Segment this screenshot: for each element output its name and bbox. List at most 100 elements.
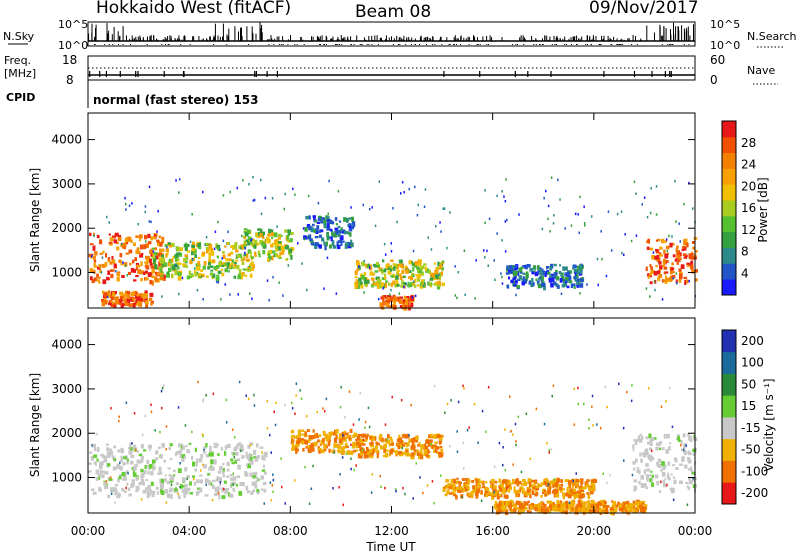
- data-cell: [150, 403, 152, 406]
- data-cell: [216, 255, 220, 259]
- data-cell: [274, 239, 278, 244]
- data-cell: [316, 221, 321, 224]
- data-cell: [208, 243, 213, 249]
- velocity-y-label: Slant Range [km]: [28, 373, 42, 477]
- data-cell: [216, 244, 221, 250]
- data-cell: [88, 470, 92, 473]
- freq-mark: [633, 71, 636, 77]
- data-cell: [524, 279, 527, 282]
- data-cell: [294, 412, 296, 415]
- data-cell: [649, 264, 652, 268]
- data-cell: [110, 295, 115, 300]
- data-cell: [398, 273, 402, 276]
- data-cell: [427, 236, 429, 239]
- data-cell: [90, 270, 94, 273]
- data-cell: [684, 464, 688, 469]
- data-cell: [694, 269, 698, 273]
- data-cell: [386, 266, 391, 270]
- data-cell: [363, 272, 367, 276]
- noise-bar: [167, 36, 169, 41]
- search-noise-dot: [460, 44, 462, 45]
- data-cell: [165, 425, 168, 428]
- data-cell: [152, 247, 155, 250]
- data-cell: [649, 247, 654, 251]
- noise-bar: [453, 37, 455, 41]
- data-cell: [200, 453, 204, 459]
- data-cell: [416, 284, 420, 287]
- data-cell: [349, 232, 352, 237]
- data-cell: [302, 447, 305, 452]
- data-cell: [222, 474, 226, 478]
- data-cell: [235, 483, 238, 487]
- data-cell: [348, 435, 352, 440]
- search-noise-dot: [336, 44, 338, 45]
- data-cell: [552, 222, 555, 225]
- data-cell: [219, 466, 223, 471]
- data-cell: [269, 481, 272, 484]
- data-cell: [340, 228, 343, 232]
- data-cell: [256, 492, 260, 495]
- data-cell: [338, 438, 343, 443]
- data-cell: [111, 269, 115, 272]
- data-cell: [121, 242, 123, 246]
- data-cell: [384, 452, 389, 458]
- data-cell: [102, 290, 105, 295]
- data-cell: [150, 300, 154, 304]
- search-noise-dot: [320, 44, 322, 45]
- data-cell: [636, 466, 639, 470]
- data-cell: [322, 430, 326, 436]
- data-cell: [669, 242, 673, 248]
- data-cell: [498, 505, 503, 510]
- data-cell: [359, 454, 363, 459]
- data-cell: [125, 401, 128, 404]
- data-cell: [430, 442, 432, 446]
- data-cell: [573, 285, 576, 289]
- noise-bar: [177, 38, 179, 41]
- data-cell: [110, 302, 114, 308]
- data-cell: [534, 269, 536, 273]
- data-cell: [596, 257, 599, 261]
- data-cell: [129, 447, 134, 451]
- data-cell: [493, 465, 496, 468]
- data-cell: [230, 262, 233, 267]
- noise-bar: [209, 36, 211, 41]
- data-cell: [360, 284, 364, 289]
- data-cell: [251, 242, 254, 247]
- data-cell: [495, 492, 500, 496]
- search-noise-dot: [399, 44, 401, 45]
- data-cell: [656, 257, 661, 263]
- data-cell: [304, 431, 307, 437]
- data-cell: [114, 232, 119, 237]
- data-cell: [394, 278, 397, 281]
- data-cell: [568, 480, 572, 484]
- data-cell: [410, 300, 413, 304]
- data-cell: [339, 406, 342, 409]
- data-cell: [328, 432, 333, 437]
- data-cell: [524, 264, 528, 270]
- noise-bar: [331, 38, 332, 41]
- noise-bar: [227, 36, 229, 41]
- data-cell: [196, 266, 201, 271]
- search-noise-dot: [488, 44, 489, 45]
- data-cell: [202, 399, 204, 403]
- data-cell: [114, 296, 118, 302]
- data-cell: [663, 249, 666, 255]
- data-cell: [503, 489, 506, 494]
- data-cell: [645, 266, 648, 272]
- data-cell: [358, 277, 362, 281]
- data-cell: [633, 485, 638, 491]
- data-cell: [458, 484, 462, 488]
- data-cell: [133, 412, 136, 415]
- data-cell: [178, 252, 183, 257]
- data-cell: [440, 453, 443, 458]
- data-cell: [183, 258, 187, 263]
- data-cell: [392, 263, 396, 266]
- data-cell: [94, 260, 97, 263]
- data-cell: [151, 256, 155, 259]
- data-cell: [312, 223, 315, 227]
- data-cell: [560, 292, 563, 296]
- noise-bar: [318, 38, 320, 41]
- data-cell: [599, 501, 603, 506]
- noise-bar: [228, 28, 230, 41]
